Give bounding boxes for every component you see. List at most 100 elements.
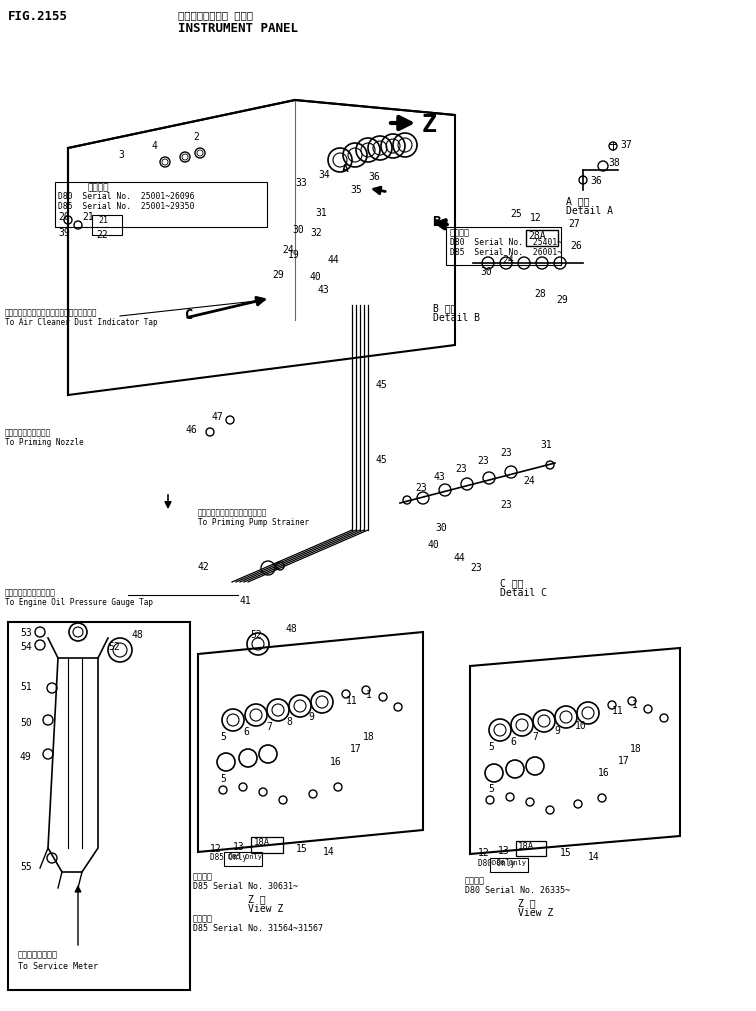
- Text: 適用号機: 適用号機: [450, 228, 470, 237]
- Text: 45: 45: [375, 380, 387, 390]
- Text: 30: 30: [292, 225, 304, 235]
- Text: サービスメータへ: サービスメータへ: [18, 950, 58, 959]
- Text: 21: 21: [82, 212, 94, 222]
- Text: 23: 23: [477, 456, 488, 466]
- Text: 12: 12: [478, 848, 490, 858]
- Text: 6: 6: [243, 727, 249, 737]
- Text: 54: 54: [20, 642, 32, 652]
- Text: 11: 11: [346, 696, 358, 706]
- Text: D85 Only: D85 Only: [210, 853, 247, 862]
- Bar: [8, 622, 190, 990]
- Text: Detail B: Detail B: [433, 313, 480, 323]
- Text: B: B: [432, 215, 441, 229]
- Text: D80  Serial No.  25401~: D80 Serial No. 25401~: [450, 238, 562, 247]
- Text: 20: 20: [58, 212, 70, 222]
- Text: 7: 7: [532, 732, 538, 742]
- Text: 44: 44: [453, 553, 465, 563]
- Text: 31: 31: [540, 440, 552, 450]
- Text: Z: Z: [422, 113, 437, 137]
- Text: D85  Serial No.  26001~: D85 Serial No. 26001~: [450, 248, 562, 257]
- Text: 48: 48: [286, 624, 298, 634]
- Text: 31: 31: [315, 208, 327, 218]
- Text: 3: 3: [118, 150, 124, 160]
- Bar: [446, 227, 561, 265]
- Text: 37: 37: [620, 140, 632, 150]
- Text: 15: 15: [296, 844, 308, 854]
- Text: 44: 44: [328, 255, 339, 265]
- Text: 13: 13: [233, 842, 245, 852]
- Text: 12: 12: [530, 213, 542, 223]
- Text: To Air Cleaner Dust Indicator Tap: To Air Cleaner Dust Indicator Tap: [5, 318, 157, 327]
- Text: 42: 42: [198, 562, 209, 572]
- Text: 5: 5: [488, 784, 494, 794]
- Text: 8: 8: [286, 717, 292, 727]
- Text: 47: 47: [212, 412, 224, 422]
- Text: 2: 2: [193, 132, 199, 142]
- Text: 24: 24: [523, 476, 534, 486]
- Bar: [251, 837, 283, 853]
- Text: 40: 40: [310, 272, 322, 282]
- Text: 10: 10: [575, 721, 587, 731]
- Text: 13: 13: [498, 846, 510, 856]
- Text: 43: 43: [433, 472, 445, 482]
- Text: 9: 9: [554, 726, 560, 736]
- Bar: [516, 841, 546, 856]
- Text: C 詳細: C 詳細: [500, 578, 523, 588]
- Text: Z 梵: Z 梵: [248, 894, 265, 904]
- Text: 23: 23: [500, 448, 512, 458]
- Text: 23: 23: [470, 563, 482, 573]
- Text: 51: 51: [20, 682, 32, 692]
- Text: 1: 1: [366, 690, 372, 700]
- Text: エアークリーナダストインジケータ取出口へ: エアークリーナダストインジケータ取出口へ: [5, 308, 98, 317]
- Text: 43: 43: [318, 285, 330, 295]
- Text: 53: 53: [20, 628, 32, 638]
- Text: FIG.2155: FIG.2155: [8, 10, 68, 23]
- Text: 46: 46: [185, 425, 197, 435]
- Text: A 詳細: A 詳細: [566, 196, 590, 206]
- Text: 23: 23: [500, 500, 512, 510]
- Text: 52: 52: [108, 642, 119, 652]
- Text: 適用号機: 適用号機: [88, 183, 110, 192]
- Text: インスツルメント パネル: インスツルメント パネル: [178, 10, 253, 20]
- Text: 14: 14: [323, 847, 335, 857]
- Text: 29: 29: [556, 295, 568, 305]
- Text: View Z: View Z: [248, 904, 284, 914]
- Text: 16: 16: [598, 768, 610, 778]
- Text: 50: 50: [20, 718, 32, 728]
- Text: 40: 40: [427, 540, 438, 550]
- Text: 18: 18: [630, 744, 642, 754]
- Text: 55: 55: [20, 862, 32, 872]
- Text: 39: 39: [58, 228, 70, 238]
- Text: エンジン油圧計取出口へ: エンジン油圧計取出口へ: [5, 588, 56, 598]
- Text: D85 Serial No. 30631~: D85 Serial No. 30631~: [193, 882, 298, 891]
- Text: 30: 30: [435, 523, 447, 533]
- Text: 38: 38: [608, 158, 620, 168]
- Text: To Priming Nozzle: To Priming Nozzle: [5, 438, 84, 447]
- Text: プライミングノズルへ: プライミングノズルへ: [5, 428, 51, 437]
- Text: B 詳細: B 詳細: [433, 303, 457, 313]
- Text: D85 Only: D85 Only: [228, 854, 262, 860]
- Text: D85  Serial No.  25001~29350: D85 Serial No. 25001~29350: [58, 202, 194, 211]
- Text: 適用号機: 適用号機: [465, 876, 485, 885]
- Text: 29: 29: [272, 270, 284, 280]
- Text: 25: 25: [510, 209, 522, 219]
- Text: 22: 22: [96, 229, 108, 240]
- Bar: [92, 215, 122, 235]
- Text: 21: 21: [98, 216, 108, 225]
- Bar: [55, 182, 267, 227]
- Text: 5: 5: [220, 732, 226, 742]
- Bar: [490, 858, 528, 872]
- Text: 23: 23: [415, 483, 426, 493]
- Text: To Service Meter: To Service Meter: [18, 962, 98, 971]
- Text: Detail A: Detail A: [566, 206, 613, 216]
- Text: 14: 14: [588, 852, 600, 862]
- Text: 49: 49: [20, 752, 32, 762]
- Text: D80 Serial No. 26335~: D80 Serial No. 26335~: [465, 886, 570, 895]
- Text: 52: 52: [250, 630, 262, 640]
- Text: 18A: 18A: [254, 838, 270, 847]
- Text: 5: 5: [488, 742, 494, 752]
- Text: 12: 12: [210, 844, 222, 854]
- Text: 1: 1: [632, 700, 638, 710]
- Text: 4: 4: [152, 141, 158, 151]
- Text: 28: 28: [534, 289, 546, 299]
